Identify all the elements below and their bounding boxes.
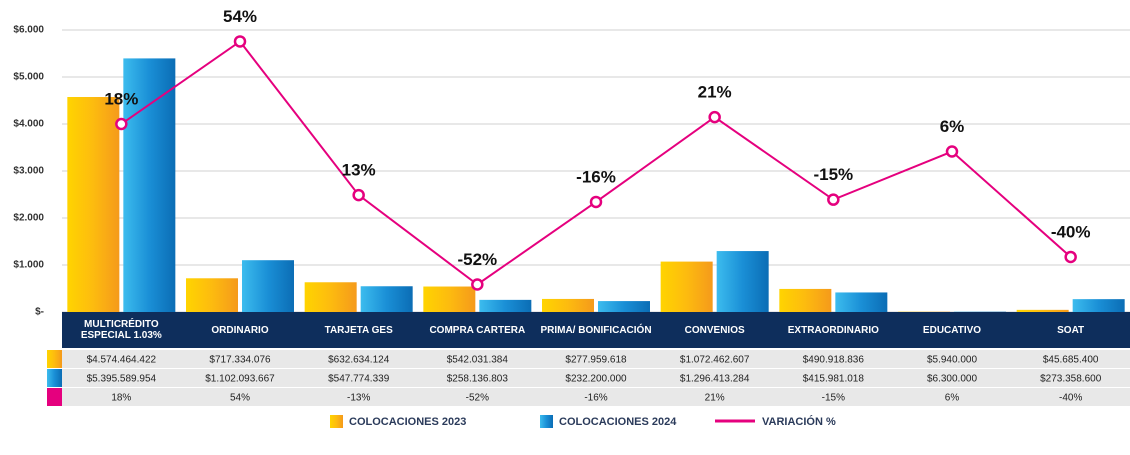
bar <box>716 251 769 312</box>
table-header <box>62 312 1130 348</box>
bar <box>67 97 120 312</box>
table-cell: $45.685.400 <box>1043 355 1099 366</box>
bar <box>660 261 713 312</box>
table-cell: $5.940.000 <box>927 355 977 366</box>
bar <box>542 298 594 312</box>
table-cell: $717.334.076 <box>209 355 271 366</box>
bar <box>835 292 888 312</box>
line-point <box>471 278 484 291</box>
point-label: 54% <box>223 7 257 26</box>
line-point <box>827 193 840 206</box>
line-point <box>945 145 959 158</box>
point-label: -16% <box>576 167 616 186</box>
legend-swatch <box>47 388 62 406</box>
point-label: 6% <box>940 117 965 136</box>
table-row <box>62 369 1130 387</box>
table-cell: -13% <box>347 393 370 404</box>
y-tick-label: $6.000 <box>13 25 44 36</box>
y-tick-label: $4.000 <box>13 119 44 130</box>
table-cell: $6.300.000 <box>927 374 977 385</box>
line-point <box>708 110 721 124</box>
table-cell: 21% <box>705 393 725 404</box>
x-tick-label: SOAT <box>1057 324 1085 336</box>
point-label: 21% <box>698 83 732 102</box>
bar <box>242 260 294 312</box>
legend-swatch <box>47 350 62 368</box>
point-label: -15% <box>813 165 853 184</box>
x-tick-label: ORDINARIO <box>211 324 269 336</box>
x-tick-label: EXTRAORDINARIO <box>787 324 879 336</box>
table-row <box>62 388 1130 406</box>
point-label: -40% <box>1051 222 1091 241</box>
table-cell: -16% <box>584 393 607 404</box>
x-tick-label: TARJETA GES <box>324 324 393 336</box>
bar <box>186 278 238 312</box>
legend-swatch <box>47 369 62 387</box>
point-label: 13% <box>342 161 376 180</box>
x-tick-label: MULTICRÉDITO ESPECIAL 1.03% <box>80 319 162 341</box>
line-point <box>352 188 365 202</box>
table-cell: $232.200.000 <box>565 374 627 385</box>
table-cell: -40% <box>1059 393 1082 404</box>
legend-label: VARIACIÓN % <box>762 415 836 428</box>
point-label: -52% <box>457 250 497 269</box>
table-cell: $1.072.462.607 <box>680 355 750 366</box>
table-cell: $547.774.339 <box>328 374 390 385</box>
table-cell: $542.031.384 <box>447 355 509 366</box>
bar <box>360 286 413 312</box>
bar <box>779 288 832 312</box>
table-cell: 6% <box>945 393 960 404</box>
bar <box>1072 299 1125 312</box>
bar <box>1016 309 1069 312</box>
table-cell: $632.634.124 <box>328 355 390 366</box>
y-tick-label: $3.000 <box>13 166 44 177</box>
table-cell: -15% <box>822 393 845 404</box>
line-point <box>589 195 603 209</box>
table-cell: $490.918.836 <box>803 355 865 366</box>
bar <box>123 58 176 312</box>
table-cell: $273.358.600 <box>1040 374 1102 385</box>
legend-label: COLOCACIONES 2024 <box>559 416 677 428</box>
bar <box>598 301 650 312</box>
table-cell: 18% <box>111 393 131 404</box>
table-cell: $258.136.803 <box>447 374 509 385</box>
table-cell: $415.981.018 <box>803 374 865 385</box>
y-tick-label: $1.000 <box>13 260 44 271</box>
table-cell: 54% <box>230 393 250 404</box>
line-point <box>1064 250 1077 264</box>
y-tick-label: $5.000 <box>13 72 44 83</box>
legend-swatch <box>330 415 343 428</box>
table-cell: $4.574.464.422 <box>87 355 157 366</box>
table-cell: $5.395.589.954 <box>87 374 157 385</box>
table-cell: $1.296.413.284 <box>680 374 750 385</box>
x-tick-label: CONVENIOS <box>684 324 745 336</box>
line-point <box>115 117 128 131</box>
x-tick-label: PRIMA/ BONIFICACIÓN <box>540 324 652 336</box>
bar <box>304 282 357 312</box>
legend-label: COLOCACIONES 2023 <box>349 416 466 428</box>
x-tick-label: EDUCATIVO <box>922 324 982 336</box>
table-cell: $277.959.618 <box>565 355 627 366</box>
table-cell: $1.102.093.667 <box>205 374 275 385</box>
bar <box>423 286 476 312</box>
y-tick-label: $2.000 <box>13 213 44 224</box>
table-cell: -52% <box>466 393 489 404</box>
point-label: 18% <box>104 89 138 108</box>
line <box>120 40 1072 286</box>
table-row <box>62 350 1130 368</box>
bar <box>479 299 532 312</box>
y-tick-label: $- <box>35 307 44 318</box>
legend-swatch <box>540 415 553 428</box>
line-point <box>233 35 247 48</box>
x-tick-label: COMPRA CARTERA <box>429 324 526 336</box>
